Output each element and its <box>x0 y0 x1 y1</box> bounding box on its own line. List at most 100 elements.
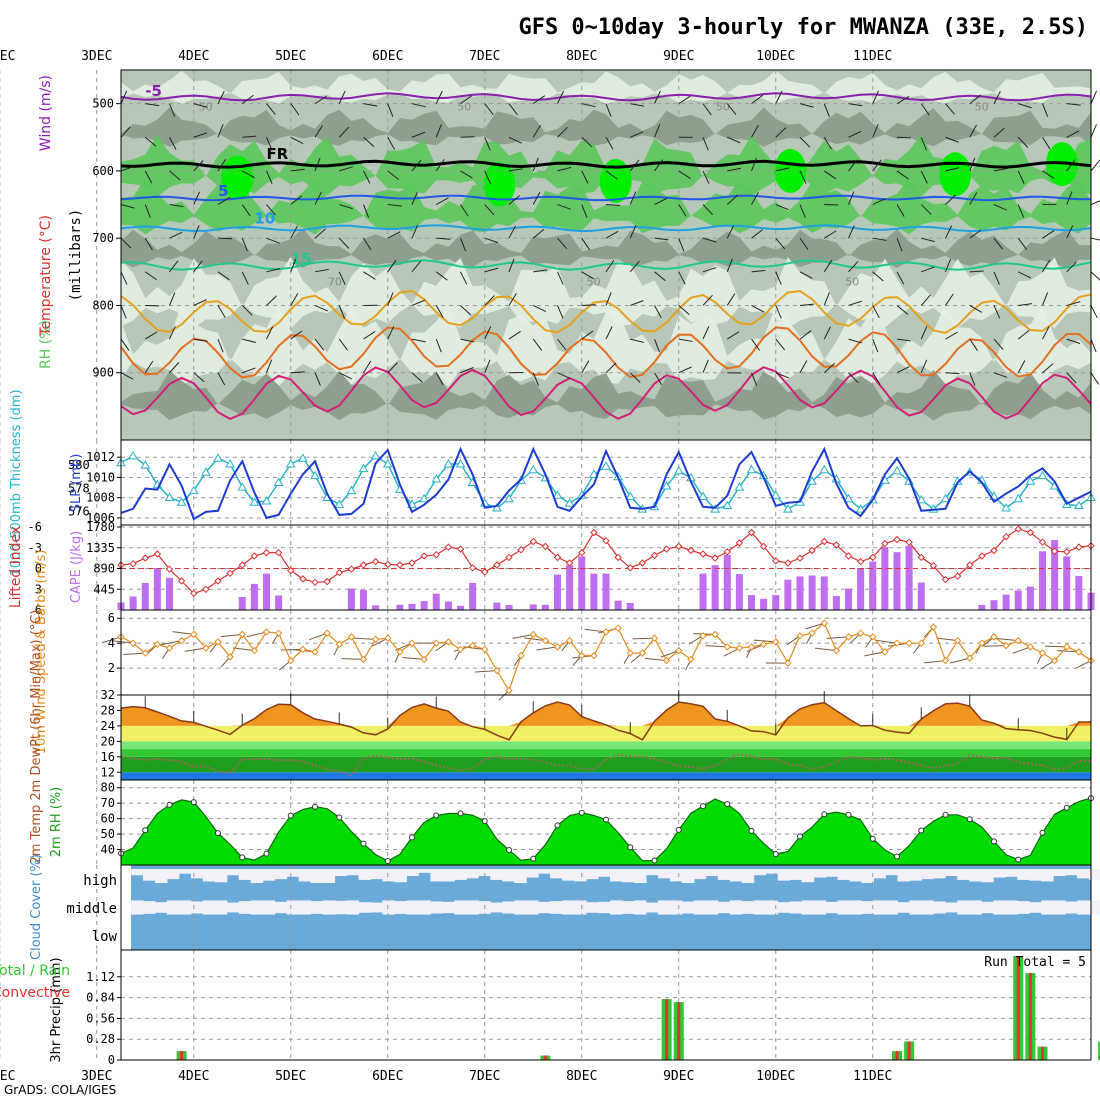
wind-barb <box>1018 271 1032 279</box>
wind-barb <box>290 195 303 205</box>
cloud-gap <box>574 869 587 882</box>
wind-barb <box>875 639 898 644</box>
cloud-gap <box>226 902 240 913</box>
cloud-gap <box>1089 869 1100 880</box>
li-tick-label: 6 <box>35 603 42 617</box>
wind-speed-point <box>844 633 853 641</box>
li-point <box>202 585 210 594</box>
date-label-bottom: 11DEC <box>853 1069 892 1084</box>
wind-barb <box>1090 305 1098 319</box>
cloud-gap <box>729 869 743 882</box>
wind-barb <box>678 305 690 316</box>
wind-barb <box>217 196 231 205</box>
wind-barb <box>460 95 473 105</box>
wind-barb <box>242 338 256 344</box>
li-point <box>1014 525 1023 533</box>
cloud-level-label: middle <box>66 901 117 917</box>
wind-barb <box>1042 137 1051 150</box>
wind-speed-point <box>1026 643 1035 651</box>
wind-barb <box>775 127 787 138</box>
wind-barb <box>823 230 837 239</box>
wind-barb <box>848 191 855 205</box>
cape-bar <box>1039 551 1046 610</box>
rh-point <box>360 840 367 847</box>
thickness-point <box>176 497 187 506</box>
cloud-gap <box>813 869 827 878</box>
rh-point <box>675 826 682 833</box>
isotherm-label: 5 <box>218 182 228 200</box>
wind-barb <box>993 372 1008 378</box>
cloud-gap <box>753 869 767 876</box>
wind-barb <box>508 136 522 144</box>
isotherm-line <box>120 366 1092 421</box>
y-tick-label: 1008 <box>86 491 115 505</box>
wind-barb <box>654 197 668 205</box>
cape-bar <box>978 604 986 610</box>
wind-barb <box>532 191 541 205</box>
panel-ylabel-part: Temperature (°C) <box>38 215 54 337</box>
wind-barb <box>1017 329 1030 340</box>
li-point <box>468 564 477 572</box>
wind-barb <box>387 137 395 150</box>
cloud-gap <box>717 869 731 880</box>
cloud-gap <box>610 869 623 882</box>
wind-barb <box>945 136 959 143</box>
wind-barb <box>751 94 764 105</box>
wind-barb <box>920 204 932 215</box>
li-point <box>735 539 744 547</box>
isotherm-label: -5 <box>145 82 162 100</box>
wind-barb <box>1042 326 1050 340</box>
wind-barb <box>1090 90 1098 104</box>
wind-barb <box>629 260 640 273</box>
li-point <box>214 577 222 585</box>
wind-barb <box>193 260 203 273</box>
thickness-point <box>225 458 235 468</box>
y-tick-label: 50 <box>101 827 115 841</box>
wind-barb <box>363 237 372 251</box>
cloud-gap <box>214 900 228 915</box>
cloud-gap <box>753 900 767 915</box>
wind-barb <box>460 170 473 179</box>
rh-point <box>336 814 343 821</box>
wind-barb <box>702 204 714 216</box>
cloud-gap <box>789 901 803 914</box>
wind-speed-point <box>323 629 331 637</box>
rh-point <box>942 811 949 818</box>
wind-barb <box>896 170 909 180</box>
wind-barb <box>557 166 572 172</box>
thickness-point <box>431 473 442 483</box>
wind-barb <box>144 360 154 374</box>
y-tick-label: 890 <box>93 562 115 576</box>
cloud-gap <box>550 901 563 914</box>
wind-barb <box>484 204 495 216</box>
wind-speed-point <box>638 649 647 657</box>
li-point <box>784 559 792 567</box>
li-point <box>796 554 804 562</box>
thickness-point <box>201 467 211 476</box>
li-point <box>287 566 295 575</box>
wind-barb <box>726 225 735 239</box>
wind-barb <box>823 259 833 273</box>
wind-barb <box>751 157 758 172</box>
wind-barb <box>678 170 691 179</box>
cloud-gap <box>466 869 479 879</box>
wind-barb <box>436 197 449 205</box>
li-point <box>638 559 647 567</box>
cloud-gap <box>1029 869 1042 881</box>
wind-barb <box>775 237 786 250</box>
y-tick-label: 32 <box>101 688 115 702</box>
cloud-gap <box>478 869 491 877</box>
wind-barb <box>751 269 766 273</box>
li-point <box>505 553 513 562</box>
wind-barb <box>290 168 305 172</box>
rh-peak-region <box>939 152 972 197</box>
wind-barb <box>144 136 157 147</box>
wind-barb <box>1066 372 1077 384</box>
wind-barb <box>581 330 594 340</box>
wind-barb <box>280 648 303 651</box>
cloud-gap <box>514 900 527 915</box>
wind-barb <box>702 237 717 243</box>
li-point <box>626 564 635 572</box>
wind-barb <box>484 170 491 184</box>
